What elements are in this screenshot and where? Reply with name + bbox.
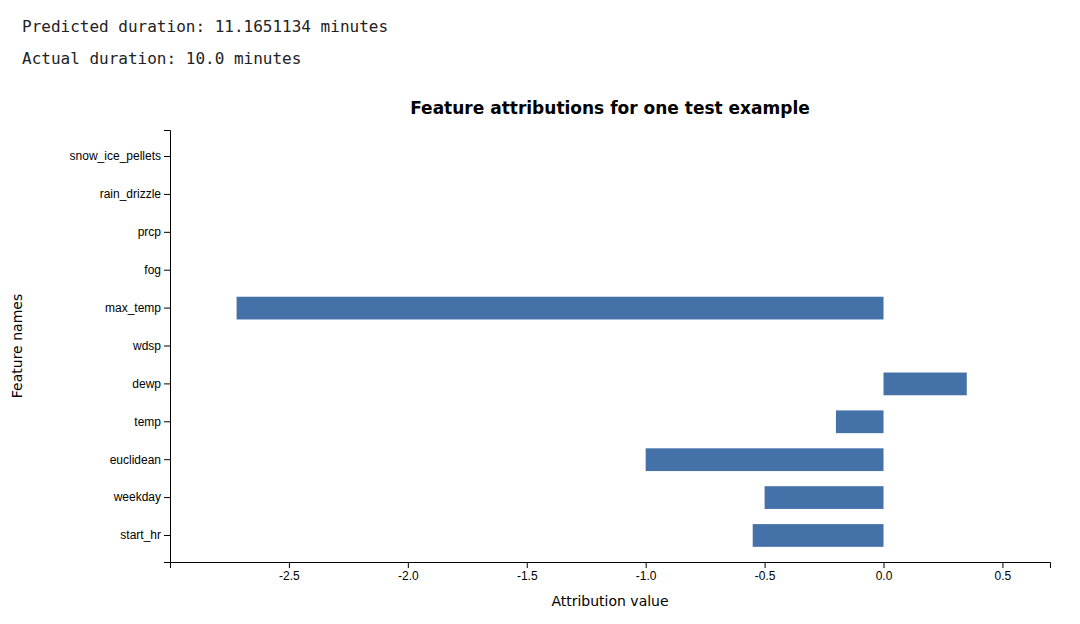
bars (237, 297, 967, 547)
y-tick: temp (134, 415, 170, 429)
y-tick-mark (164, 383, 170, 384)
annotation: Predicted duration: 11.1651134 minutes (22, 17, 388, 36)
y-tick-label: dewp (132, 377, 161, 391)
bar (884, 373, 967, 396)
y-tick-label: start_hr (120, 528, 161, 542)
x-tick-label: -1.0 (636, 569, 657, 583)
y-tick-label: prcp (138, 225, 162, 239)
y-tick-mark (164, 459, 170, 460)
y-tick-mark (164, 535, 170, 536)
y-tick: max_temp (105, 301, 170, 315)
y-tick-label: max_temp (105, 301, 161, 315)
bar (836, 410, 884, 433)
y-tick: start_hr (120, 528, 170, 542)
x-tick-label: -2.0 (398, 569, 419, 583)
x-tick-label: 0.5 (995, 569, 1012, 583)
y-tick: wdsp (132, 339, 170, 353)
x-tick: 0.0 (876, 562, 893, 583)
y-tick-label: wdsp (132, 339, 161, 353)
x-tick-mark (884, 562, 885, 568)
y-tick: prcp (138, 225, 170, 239)
x-tick-mark (646, 562, 647, 568)
title: Feature attributions for one test exampl… (410, 98, 810, 118)
y-tick: rain_drizzle (100, 187, 170, 201)
x-axis: -2.5 -2.0 -1.5 -1.0 -0.5 0.0 0.5 (171, 562, 1051, 583)
bar (883, 221, 884, 244)
x-tick: -1.0 (636, 562, 657, 583)
x-tick: -0.5 (755, 562, 776, 583)
plot: -2.5 -2.0 -1.5 -1.0 -0.5 0.0 0.5 start_hr weekda… (70, 131, 1051, 583)
x-tick-label: -0.5 (755, 569, 776, 583)
bar (883, 145, 884, 168)
x-tick-mark (527, 562, 528, 568)
x-tick-mark (765, 562, 766, 568)
y-tick-label: snow_ice_pellets (70, 149, 161, 163)
y-axis-title: Feature names (9, 294, 25, 398)
y-tick: dewp (132, 377, 170, 391)
x-tick-label: -1.5 (517, 569, 538, 583)
y-axis-line (164, 131, 171, 563)
x-tick: -2.0 (398, 562, 419, 583)
annotation: Actual duration: 10.0 minutes (22, 49, 301, 68)
x-tick: -2.5 (279, 562, 300, 583)
y-tick-mark (164, 156, 170, 157)
y-tick-mark (164, 421, 170, 422)
y-tick: fog (144, 263, 170, 277)
y-tick: euclidean (110, 453, 170, 467)
chart: Predicted duration: 11.1651134 minutes Ac… (0, 0, 1080, 624)
x-tick-mark (1002, 562, 1003, 568)
y-tick-label: fog (144, 263, 161, 277)
bar (753, 524, 884, 547)
y-tick-label: rain_drizzle (100, 187, 162, 201)
bar (883, 183, 884, 206)
bar (883, 335, 884, 358)
y-tick-mark (164, 346, 170, 347)
y-tick-mark (164, 270, 170, 271)
y-tick-mark (164, 308, 170, 309)
x-tick: -1.5 (517, 562, 538, 583)
x-tick-mark (289, 562, 290, 568)
y-tick-label: temp (134, 415, 161, 429)
y-tick-label: weekday (113, 490, 161, 504)
x-axis-line (171, 563, 1051, 569)
y-tick-mark (164, 497, 170, 498)
x-tick-label: -2.5 (279, 569, 300, 583)
y-tick-mark (164, 194, 170, 195)
x-tick-mark (408, 562, 409, 568)
y-tick-label: euclidean (110, 453, 161, 467)
bar (237, 297, 884, 320)
y-tick-mark (164, 232, 170, 233)
bar (883, 259, 884, 282)
x-tick: 0.5 (995, 562, 1012, 583)
y-tick: snow_ice_pellets (70, 149, 170, 163)
x-axis-title: Attribution value (551, 593, 668, 609)
bar (765, 486, 884, 509)
bar (646, 448, 884, 471)
y-axis: start_hr weekday euclidean temp dewp wdsp max_… (70, 131, 171, 563)
x-tick-label: 0.0 (876, 569, 893, 583)
y-tick: weekday (113, 490, 170, 504)
